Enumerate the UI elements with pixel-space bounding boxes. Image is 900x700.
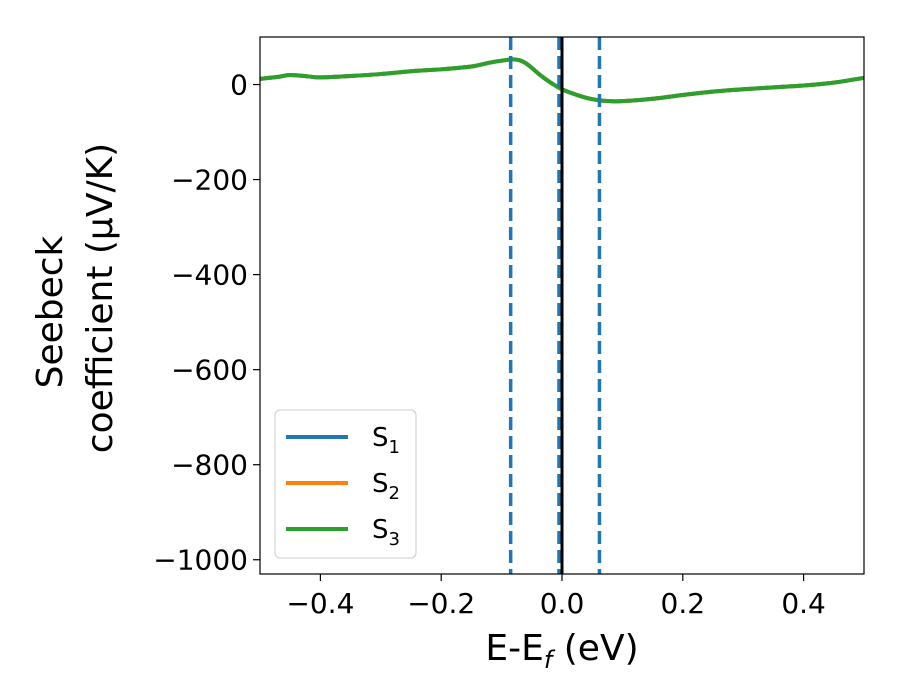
x-tick-label: 0.4 — [781, 587, 826, 620]
y-tick-label: −600 — [171, 354, 248, 387]
y-axis-label-line2: coefficient (μV/K) — [80, 143, 121, 453]
x-axis-label-tail: (eV) — [552, 628, 638, 669]
y-tick-label: −1000 — [153, 544, 248, 577]
y-tick-label: −400 — [171, 259, 248, 292]
y-tick-label: 0 — [230, 69, 248, 102]
x-axis-label-main: E-E — [485, 628, 543, 669]
legend-label-s2: S2 — [372, 469, 400, 504]
reference-lines — [508, 37, 602, 574]
x-tick-label: 0.0 — [540, 587, 585, 620]
x-axis-label: E-Ef (eV) — [485, 628, 638, 674]
x-axis-ticks: −0.4 −0.2 0.0 0.2 0.4 — [286, 574, 826, 620]
legend: S1 S2 S3 — [274, 409, 417, 559]
legend-label-s1: S1 — [372, 423, 400, 458]
y-axis-ticks: 0 −200 −400 −600 −800 −1000 — [153, 69, 260, 577]
y-axis-label-line1: Seebeck — [30, 235, 71, 388]
x-tick-label: −0.2 — [407, 587, 475, 620]
y-tick-label: −200 — [171, 164, 248, 197]
y-tick-label: −800 — [171, 449, 248, 482]
x-tick-label: −0.4 — [286, 587, 354, 620]
series-layer — [260, 57, 864, 104]
series-line-s3 — [260, 57, 864, 104]
legend-label-s3: S3 — [372, 515, 400, 550]
x-tick-label: 0.2 — [661, 587, 706, 620]
